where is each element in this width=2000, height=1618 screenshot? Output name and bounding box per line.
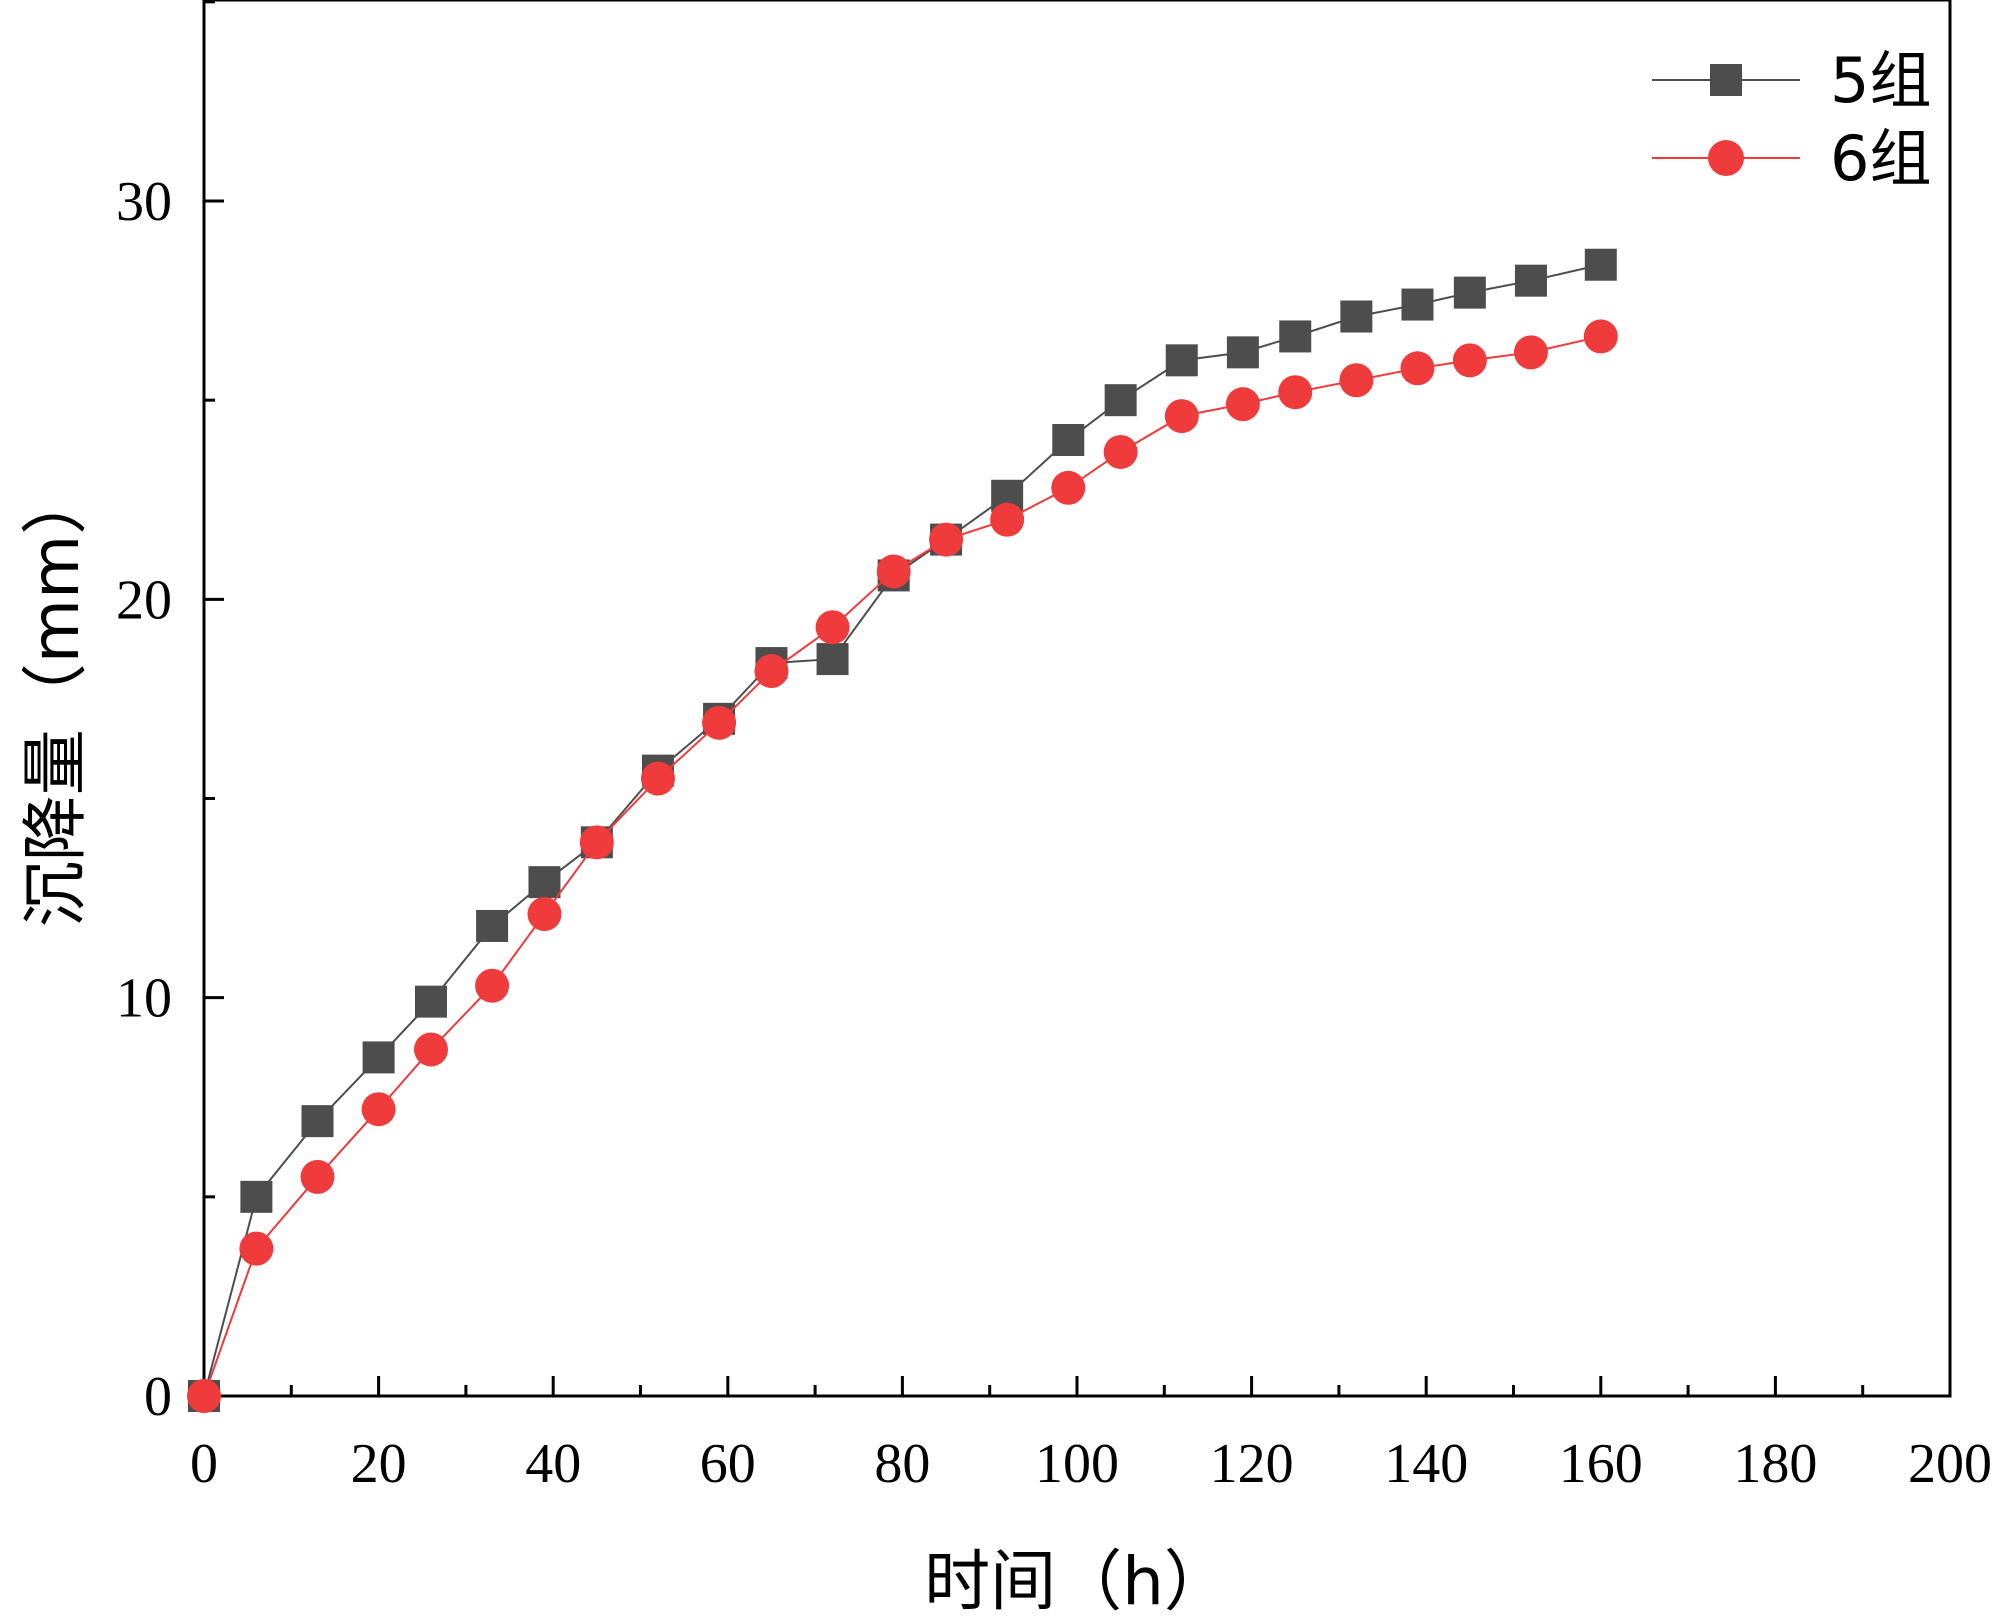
x-tick-label-20: 20 xyxy=(351,1433,407,1495)
data-point-6组-23 xyxy=(1513,335,1548,370)
data-point-6组-10 xyxy=(754,654,789,689)
data-point-5组-15 xyxy=(1052,424,1085,456)
plot-frame xyxy=(202,0,1952,1398)
y-axis-ticks xyxy=(204,0,224,1398)
data-point-6组-17 xyxy=(1164,399,1199,434)
data-point-6组-18 xyxy=(1225,387,1260,422)
x-tick-label-160: 160 xyxy=(1559,1433,1643,1495)
x-tick-label-200: 200 xyxy=(1908,1433,1992,1495)
data-point-6组-15 xyxy=(1051,470,1086,505)
data-point-6组-13 xyxy=(929,522,964,557)
series-layer xyxy=(187,248,1618,1413)
x-axis-title: 时间（h） xyxy=(924,1543,1230,1618)
y-tick-label-30: 30 xyxy=(116,171,172,233)
data-point-6组-9 xyxy=(702,705,737,740)
x-axis-ticks xyxy=(202,1376,1952,1396)
data-point-6组-14 xyxy=(990,502,1025,537)
x-tick-label-0: 0 xyxy=(190,1433,218,1495)
data-point-5组-20 xyxy=(1340,300,1373,333)
x-tick-label-60: 60 xyxy=(700,1433,756,1495)
data-point-6组-1 xyxy=(239,1231,274,1266)
y-tick-label-0: 0 xyxy=(144,1366,172,1428)
data-point-6组-5 xyxy=(475,968,510,1003)
legend-circle-marker xyxy=(1708,140,1744,176)
data-point-6组-24 xyxy=(1583,319,1618,354)
data-point-5组-2 xyxy=(301,1105,334,1138)
data-point-5组-19 xyxy=(1279,320,1312,353)
x-tick-label-100: 100 xyxy=(1035,1433,1119,1495)
data-point-6组-7 xyxy=(579,825,614,860)
legend-square-marker xyxy=(1710,64,1742,96)
data-point-5组-5 xyxy=(476,909,509,942)
data-point-6组-8 xyxy=(640,761,675,796)
data-point-5组-16 xyxy=(1104,384,1137,417)
data-point-5组-17 xyxy=(1165,344,1198,377)
y-axis-title: 沉降量（mm） xyxy=(17,469,94,928)
data-point-5组-11 xyxy=(816,643,849,676)
data-point-6组-2 xyxy=(300,1159,335,1194)
data-point-6组-4 xyxy=(413,1032,448,1067)
data-point-5组-4 xyxy=(414,985,447,1018)
data-point-5组-3 xyxy=(362,1041,395,1074)
x-tick-label-120: 120 xyxy=(1210,1433,1294,1495)
data-point-6组-16 xyxy=(1103,434,1138,469)
legend-item-6组: 6组 xyxy=(1652,122,1931,195)
x-axis-tick-labels: 0 20 40 60 80 100 120 140 160 180 200 xyxy=(190,1433,1992,1495)
legend-item-5组: 5组 xyxy=(1652,44,1931,117)
y-axis-tick-labels: 0 10 20 30 xyxy=(116,171,172,1428)
y-tick-label-10: 10 xyxy=(116,968,172,1030)
data-point-5组-22 xyxy=(1453,276,1486,309)
data-point-6组-22 xyxy=(1452,343,1487,378)
data-point-5组-18 xyxy=(1226,336,1259,369)
x-tick-label-40: 40 xyxy=(525,1433,581,1495)
data-point-5组-1 xyxy=(240,1180,273,1213)
data-point-6组-12 xyxy=(876,554,911,589)
x-tick-label-140: 140 xyxy=(1384,1433,1468,1495)
data-point-5组-24 xyxy=(1584,248,1617,281)
series-line-5组 xyxy=(203,263,1602,1397)
data-point-6组-0 xyxy=(187,1379,221,1413)
data-point-5组-6 xyxy=(528,866,561,899)
data-point-6组-19 xyxy=(1278,375,1313,410)
legend-label-5组: 5组 xyxy=(1830,44,1931,117)
data-point-6组-6 xyxy=(527,897,562,932)
data-point-6组-11 xyxy=(815,610,850,645)
x-tick-label-180: 180 xyxy=(1733,1433,1817,1495)
data-point-6组-3 xyxy=(361,1092,396,1127)
legend-label-6组: 6组 xyxy=(1830,122,1931,195)
data-point-5组-23 xyxy=(1514,264,1547,297)
y-tick-label-20: 20 xyxy=(116,569,172,631)
data-point-5组-21 xyxy=(1401,288,1434,321)
legend: 5组 6组 xyxy=(1652,44,1931,195)
x-tick-label-80: 80 xyxy=(874,1433,930,1495)
data-point-6组-21 xyxy=(1400,351,1435,386)
data-point-6组-20 xyxy=(1339,363,1374,398)
series-line-6组 xyxy=(203,335,1602,1397)
